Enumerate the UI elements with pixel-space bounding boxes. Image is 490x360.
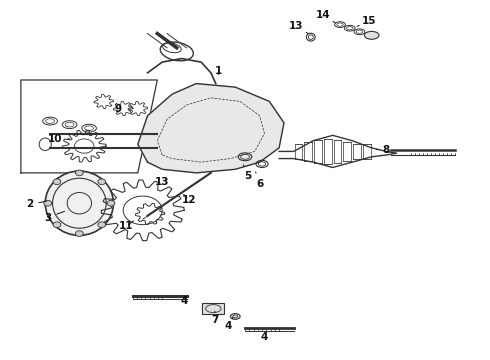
Text: 8: 8 <box>376 145 390 155</box>
Text: 13: 13 <box>289 21 308 33</box>
Text: 6: 6 <box>256 172 263 189</box>
Circle shape <box>75 170 83 176</box>
Text: 11: 11 <box>119 221 134 231</box>
Text: 4: 4 <box>180 296 188 306</box>
Circle shape <box>75 231 83 237</box>
Text: 13: 13 <box>155 177 170 187</box>
Text: 12: 12 <box>182 194 196 204</box>
Polygon shape <box>138 84 284 173</box>
Text: 9: 9 <box>115 104 122 113</box>
Ellipse shape <box>365 31 379 39</box>
Text: 7: 7 <box>211 311 219 325</box>
Text: 5: 5 <box>244 165 251 181</box>
Text: 1: 1 <box>215 66 222 76</box>
Circle shape <box>44 201 51 206</box>
Text: 3: 3 <box>44 211 65 222</box>
Circle shape <box>53 179 61 185</box>
Bar <box>202 303 224 314</box>
Text: 4: 4 <box>224 318 233 332</box>
Text: 14: 14 <box>316 10 335 23</box>
Circle shape <box>107 201 115 206</box>
Circle shape <box>53 222 61 228</box>
Text: 2: 2 <box>26 199 47 209</box>
Circle shape <box>98 179 106 185</box>
Ellipse shape <box>230 314 240 319</box>
Text: 4: 4 <box>261 332 268 342</box>
Circle shape <box>98 222 106 228</box>
Text: 10: 10 <box>48 134 70 144</box>
Text: 15: 15 <box>357 16 376 26</box>
Ellipse shape <box>45 171 114 235</box>
